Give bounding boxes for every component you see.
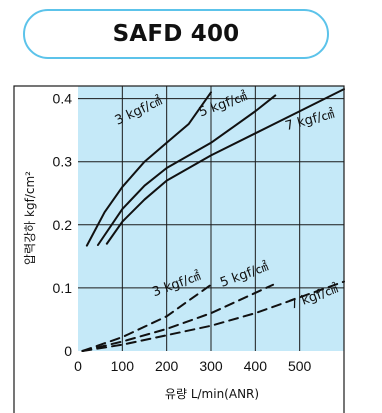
tick-labels: 0 100 200 300 400 500 0 0.1 0.2 0.3 0.4 — [53, 91, 312, 374]
y-tick-label: 0.1 — [53, 280, 73, 296]
y-axis-title: 압력강하 kgf/cm² — [23, 171, 37, 265]
y-tick-label: 0.4 — [53, 91, 73, 107]
x-tick-label: 200 — [155, 358, 179, 374]
x-tick-label: 500 — [288, 358, 312, 374]
series-line-dashed-4 — [81, 283, 212, 352]
x-tick-label: 100 — [111, 358, 135, 374]
series-line-dashed-5 — [81, 283, 275, 352]
chart-title-pill: SAFD 400 — [23, 9, 329, 59]
series-line-solid-2 — [96, 94, 277, 246]
series-line-solid-3 — [105, 88, 345, 245]
y-tick-label: 0.2 — [53, 217, 73, 233]
x-tick-label: 0 — [74, 358, 82, 374]
chart-title: SAFD 400 — [112, 21, 240, 47]
series-line-solid-1 — [85, 91, 212, 247]
plot-frame — [13, 85, 345, 413]
series-line-dashed-6 — [81, 280, 345, 352]
x-axis-title: 유량 L/min(ANR) — [165, 387, 259, 401]
y-tick-label: 0 — [64, 343, 72, 359]
x-tick-label: 300 — [199, 358, 223, 374]
series-lines — [81, 88, 345, 352]
grid-lines — [78, 86, 344, 351]
x-tick-label: 400 — [244, 358, 268, 374]
y-tick-label: 0.3 — [53, 154, 73, 170]
